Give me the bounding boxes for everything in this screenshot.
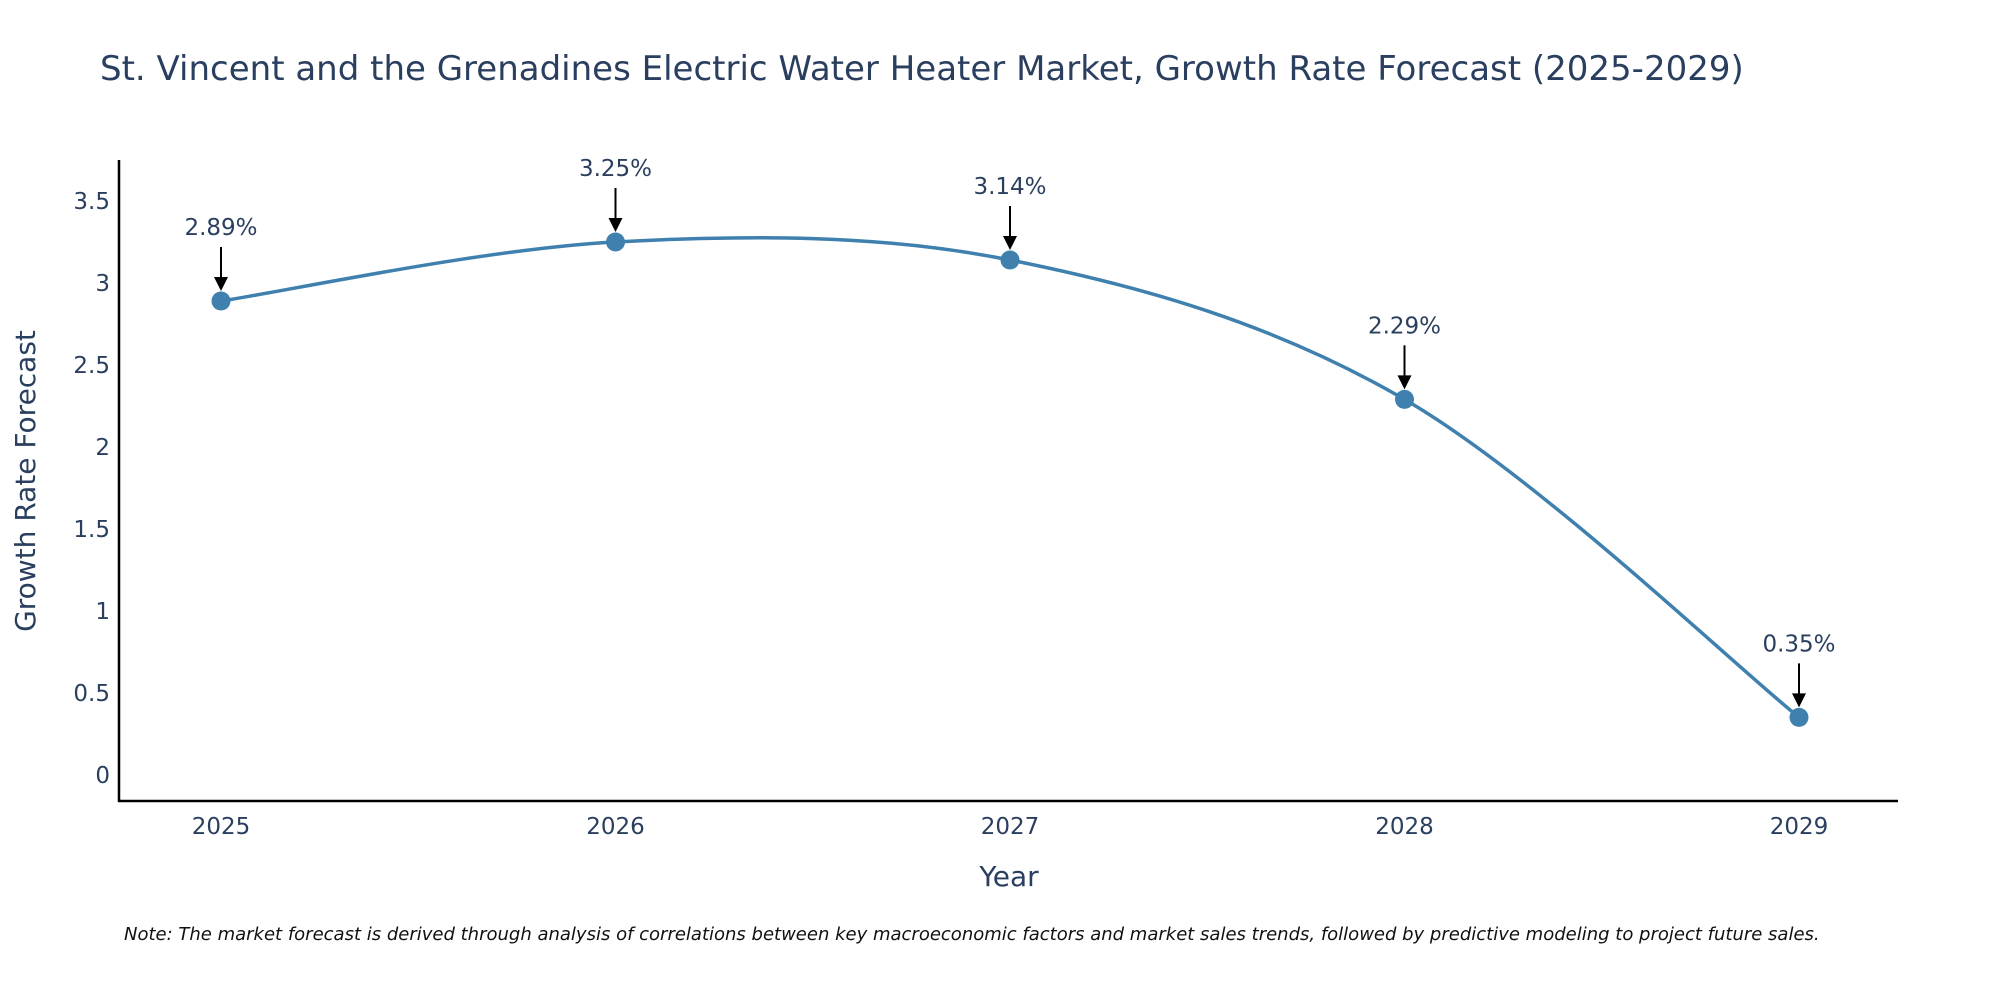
x-tick-label: 2025 [192,814,251,840]
data-label: 3.25% [579,156,652,182]
y-tick-label: 0 [95,763,110,789]
data-point-marker [1789,707,1809,727]
annotation-arrow-head [1003,236,1017,251]
y-tick-label: 2 [95,435,110,461]
x-axis-title: Year [978,860,1039,893]
footnote: Note: The market forecast is derived thr… [124,924,1820,945]
data-point-marker [1000,250,1020,270]
x-tick-label: 2029 [1770,814,1829,840]
y-tick-label: 3 [95,271,110,297]
data-label: 0.35% [1762,631,1835,657]
data-label: 2.89% [184,215,257,241]
data-label: 2.29% [1368,313,1441,339]
y-tick-label: 0.5 [73,681,110,707]
annotation-arrow-head [608,217,623,232]
data-point-marker [1395,389,1414,409]
annotation-arrow-head [214,276,228,291]
chart-title: St. Vincent and the Grenadines Electric … [100,49,1744,89]
y-axis-title: Growth Rate Forecast [9,330,42,632]
y-tick-label: 3.5 [73,189,110,215]
data-point-marker [606,232,625,252]
x-tick-label: 2028 [1375,814,1434,840]
series-line-growth-rate [220,236,1801,719]
annotation-arrow-head [1397,375,1412,390]
x-tick-label: 2027 [981,814,1040,840]
data-point-marker [211,291,231,311]
y-tick-label: 1 [95,599,110,625]
annotation-arrow-head [1792,693,1806,708]
data-points [211,232,1809,727]
data-annotations: 2.89% 3.25% 3.14% 2.29% 0.35% [184,156,1836,708]
y-tick-label: 2.5 [73,353,110,379]
x-axis-ticks: 2025 2026 2027 2028 2029 [192,814,1829,840]
y-axis-ticks: 0 0.5 1 1.5 2 2.5 3 3.5 [73,189,110,789]
y-tick-label: 1.5 [73,517,110,543]
data-label: 3.14% [973,174,1046,200]
x-tick-label: 2026 [586,814,645,840]
